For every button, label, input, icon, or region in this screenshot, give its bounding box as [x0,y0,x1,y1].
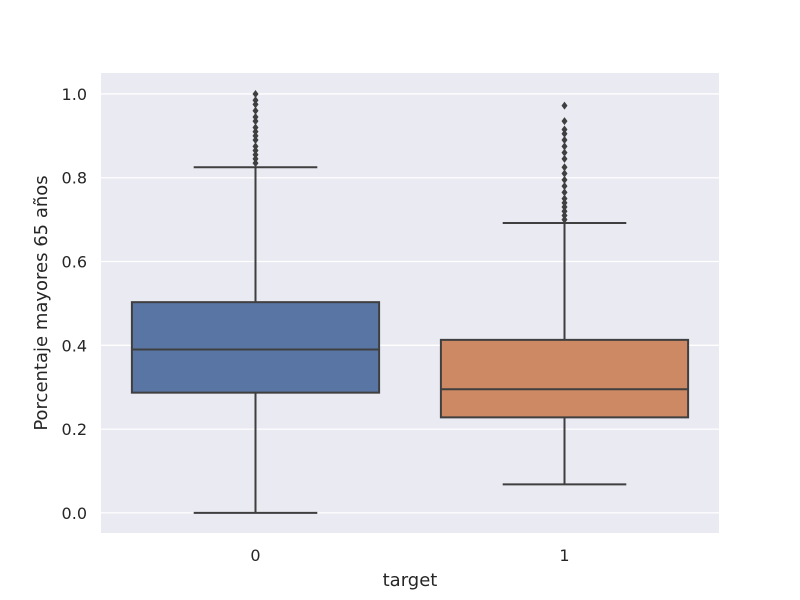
outlier-point [561,188,568,197]
x-axis-label: target [383,570,438,591]
iqr-box [439,338,690,419]
outlier-point [561,129,568,138]
outlier-point [252,150,259,159]
box-0 [130,89,381,514]
outlier-point [561,154,568,163]
x-tick-label: 1 [559,546,569,565]
outlier-point [561,136,568,145]
outlier-point [252,117,259,126]
outlier-point [561,117,568,126]
outlier-point [252,142,259,151]
outlier-point [252,89,259,98]
y-tick-label: 0.0 [62,504,87,523]
outlier-point [252,100,259,109]
outlier-point [252,96,259,105]
outlier-point [252,159,259,168]
outlier-point [252,112,259,121]
y-axis-label: Porcentaje mayores 65 años [31,175,52,430]
outlier-point [561,175,568,184]
x-tick-label: 0 [250,546,260,565]
y-tick-label: 0.8 [62,169,87,188]
y-tick-label: 1.0 [62,85,87,104]
outlier-point [561,125,568,134]
outlier-point [252,127,259,136]
outlier-point [252,136,259,145]
outlier-point [561,215,568,224]
outlier-point [561,101,568,110]
iqr-box [130,301,381,394]
y-axis-ticks: 0.0 0.2 0.4 0.6 0.8 1.0 [62,85,87,523]
outlier-point [561,211,568,220]
outlier-point [561,163,568,172]
outlier-point [561,194,568,203]
outlier-point [252,131,259,140]
y-tick-label: 0.4 [62,336,87,355]
y-tick-label: 0.6 [62,253,87,272]
y-tick-label: 0.2 [62,420,87,439]
outlier-point [561,207,568,216]
outlier-point [561,169,568,178]
box-1 [439,101,690,486]
outlier-point [252,154,259,163]
outlier-point [561,203,568,212]
outlier-point [252,106,259,115]
outlier-point [561,142,568,151]
outlier-point [561,198,568,207]
outlier-point [252,123,259,132]
outlier-point [252,146,259,155]
boxes-layer [130,89,690,514]
outlier-point [561,148,568,157]
outlier-point [561,182,568,191]
